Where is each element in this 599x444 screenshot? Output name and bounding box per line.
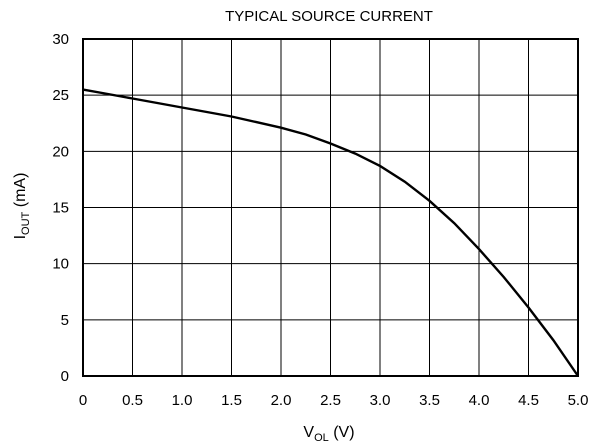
y-tick-label: 5 bbox=[61, 312, 69, 329]
series-line bbox=[82, 88, 579, 377]
x-tick-label: 1.0 bbox=[172, 392, 193, 409]
x-tick-label: 0 bbox=[79, 392, 87, 409]
x-tick-label: 4.0 bbox=[469, 392, 490, 409]
x-tick-label: 4.5 bbox=[518, 392, 539, 409]
y-tick-label: 10 bbox=[52, 256, 69, 273]
y-axis-label: IOUT (mA) bbox=[12, 173, 32, 240]
x-tick-labels: 0 0.5 1.0 1.5 2.0 2.5 3.0 3.5 4.0 4.5 5.0 bbox=[79, 392, 589, 409]
y-tick-label: 0 bbox=[61, 368, 69, 385]
x-tick-label: 2.0 bbox=[271, 392, 292, 409]
y-tick-label: 30 bbox=[52, 31, 69, 48]
y-tick-label: 25 bbox=[52, 87, 69, 104]
chart-title: TYPICAL SOURCE CURRENT bbox=[225, 8, 433, 25]
x-tick-label: 0.5 bbox=[122, 392, 143, 409]
x-tick-label: 3.5 bbox=[419, 392, 440, 409]
x-tick-label: 5.0 bbox=[568, 392, 589, 409]
x-tick-label: 3.0 bbox=[370, 392, 391, 409]
plot-frame bbox=[82, 38, 579, 377]
x-axis-label: VOL (V) bbox=[303, 424, 354, 444]
y-tick-labels: 0 5 10 15 20 25 30 bbox=[52, 31, 69, 385]
x-tick-label: 1.5 bbox=[221, 392, 242, 409]
x-tick-label: 2.5 bbox=[320, 392, 341, 409]
y-tick-label: 20 bbox=[52, 143, 69, 160]
grid-lines bbox=[82, 38, 579, 377]
y-tick-label: 15 bbox=[52, 200, 69, 217]
